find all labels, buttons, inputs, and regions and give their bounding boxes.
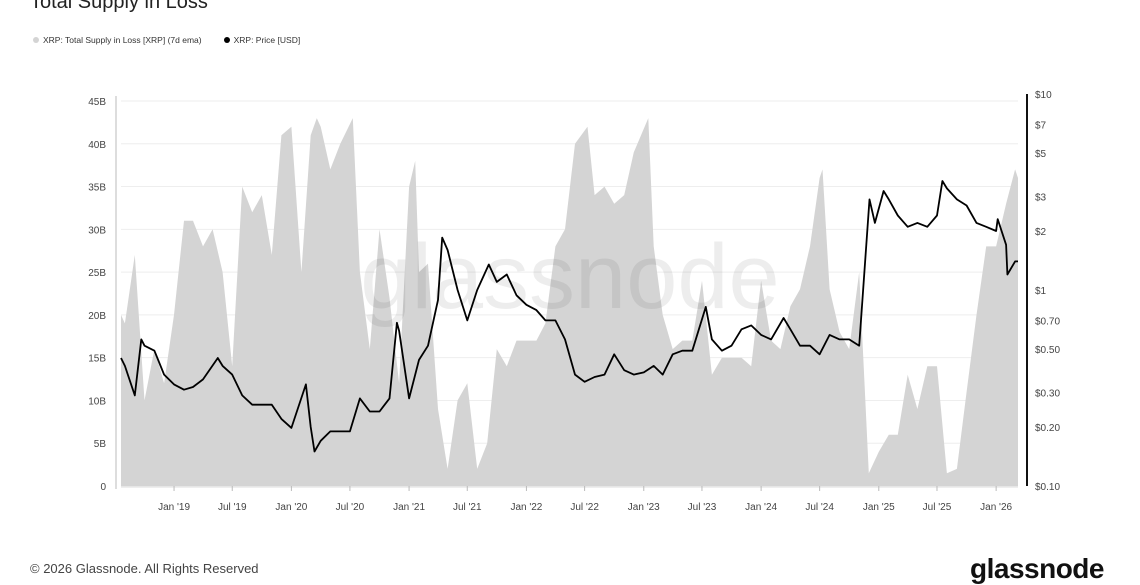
legend-label-price: XRP: Price [USD] <box>233 35 301 45</box>
x-tick-label: Jan '21 <box>393 502 425 513</box>
x-tick-label: Jul '23 <box>688 502 717 513</box>
y-right-tick-label: $7 <box>1035 120 1047 131</box>
x-tick-label: Jul '20 <box>336 502 365 513</box>
y-left-tick-label: 10B <box>88 396 106 407</box>
y-left-tick-label: 20B <box>88 311 106 322</box>
x-tick-label: Jan '25 <box>863 502 895 513</box>
y-right-tick-label: $0.10 <box>1035 482 1060 493</box>
x-tick-label: Jan '19 <box>158 502 190 513</box>
y-right-tick-label: $0.70 <box>1035 316 1060 327</box>
y-left-tick-label: 5B <box>94 439 107 450</box>
x-tick-label: Jul '19 <box>218 502 247 513</box>
legend: XRP: Total Supply in Loss [XRP] (7d ema)… <box>33 35 300 45</box>
y-right-tick-label: $1 <box>1035 286 1047 297</box>
legend-item-supply[interactable]: XRP: Total Supply in Loss [XRP] (7d ema) <box>33 35 202 45</box>
watermark-logo: glassnode <box>360 226 779 328</box>
x-tick-label: Jul '24 <box>805 502 834 513</box>
footer-copyright: © 2026 Glassnode. All Rights Reserved <box>30 561 259 576</box>
legend-label-supply: XRP: Total Supply in Loss [XRP] (7d ema) <box>43 35 202 45</box>
x-tick-label: Jan '23 <box>628 502 660 513</box>
price-line <box>120 180 1018 453</box>
x-tick-label: Jul '22 <box>570 502 599 513</box>
legend-item-price[interactable]: XRP: Price [USD] <box>223 35 301 45</box>
x-tick-label: Jan '26 <box>980 502 1012 513</box>
legend-dot-supply-icon <box>33 37 39 43</box>
y-right-tick-label: $3 <box>1035 192 1047 203</box>
y-left-tick-label: 40B <box>88 140 106 151</box>
x-tick-label: Jan '20 <box>275 502 307 513</box>
y-left-tick-label: 25B <box>88 268 106 279</box>
y-left-tick-label: 30B <box>88 225 106 236</box>
glassnode-logo: glassnode <box>970 553 1104 584</box>
legend-dot-price-icon <box>223 37 230 43</box>
y-right-tick-label: $10 <box>1035 90 1052 101</box>
y-left-tick-label: 15B <box>88 354 106 365</box>
y-left-tick-label: 35B <box>88 183 106 194</box>
x-tick-label: Jan '24 <box>745 502 777 513</box>
y-right-tick-label: $2 <box>1035 227 1047 238</box>
y-right-tick-label: $0.50 <box>1035 345 1060 356</box>
y-right-tick-label: $0.20 <box>1035 423 1060 434</box>
supply-in-loss-area <box>121 118 1018 486</box>
y-left-tick-label: 45B <box>88 97 106 108</box>
x-tick-label: Jul '21 <box>453 502 482 513</box>
x-tick-label: Jul '25 <box>923 502 952 513</box>
x-tick-label: Jan '22 <box>510 502 542 513</box>
chart-plot: 0 5B 10B 15B 20B 25B 30B 35B 40B 45B $0.10 $0.20 $0.… <box>88 90 1060 513</box>
y-right-tick-label: $5 <box>1035 149 1047 160</box>
y-left-tick-label: 0 <box>100 482 106 493</box>
chart-title: Total Supply in Loss <box>30 0 208 13</box>
y-right-tick-label: $0.30 <box>1035 388 1060 399</box>
